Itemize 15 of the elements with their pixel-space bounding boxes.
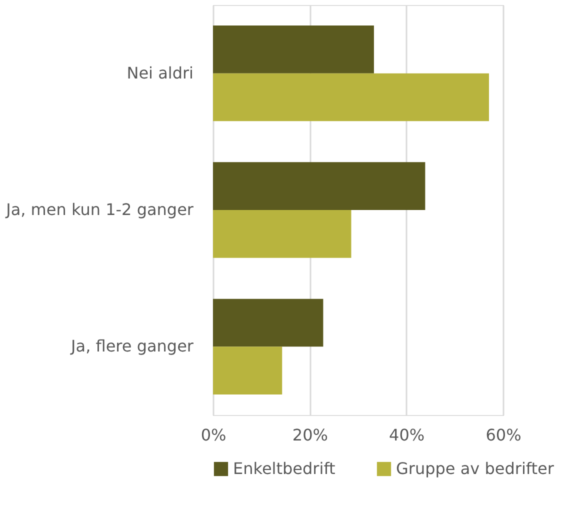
bar bbox=[213, 26, 374, 74]
bar bbox=[213, 298, 324, 347]
x-tick-label: 40% bbox=[389, 426, 425, 444]
y-tick-label: Ja, men kun 1-2 ganger bbox=[5, 200, 194, 219]
legend-label: Enkeltbedrift bbox=[233, 459, 336, 478]
y-tick-label: Ja, flere ganger bbox=[70, 336, 194, 356]
bar bbox=[213, 73, 489, 122]
bar bbox=[213, 210, 352, 258]
x-tick-label: 60% bbox=[486, 426, 522, 444]
legend-label: Gruppe av bedrifter bbox=[396, 459, 554, 478]
x-tick-label: 20% bbox=[292, 426, 328, 444]
y-tick-label: Nei aldri bbox=[126, 63, 194, 82]
bar bbox=[213, 346, 282, 394]
x-tick-label: 0% bbox=[200, 426, 226, 444]
bar bbox=[213, 162, 426, 210]
